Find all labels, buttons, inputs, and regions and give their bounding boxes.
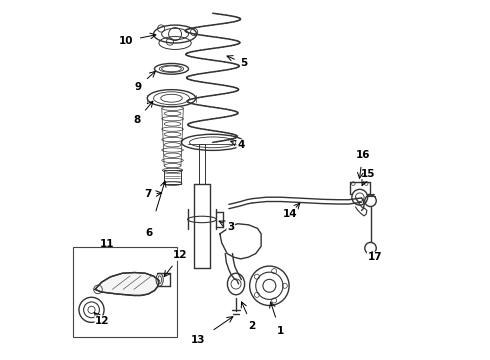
Text: 16: 16 [355,150,370,160]
Text: 13: 13 [191,335,206,345]
Text: 2: 2 [248,321,256,331]
Bar [164,170,181,184]
Polygon shape [95,273,159,296]
Text: 12: 12 [95,316,110,326]
Text: 7: 7 [145,189,152,199]
Text: 3: 3 [227,222,234,231]
Text: 5: 5 [241,58,248,68]
Text: 17: 17 [368,252,382,262]
Text: 14: 14 [283,209,297,219]
Bar [199,144,205,184]
Text: 12: 12 [173,250,188,260]
Bar [73,247,177,337]
Text: 11: 11 [99,239,114,249]
Text: 10: 10 [119,36,133,46]
Text: 15: 15 [360,168,375,179]
Text: 1: 1 [276,326,284,336]
Text: 8: 8 [134,115,141,125]
Text: 9: 9 [135,82,142,92]
Text: 4: 4 [237,140,245,150]
Text: 6: 6 [146,228,153,238]
